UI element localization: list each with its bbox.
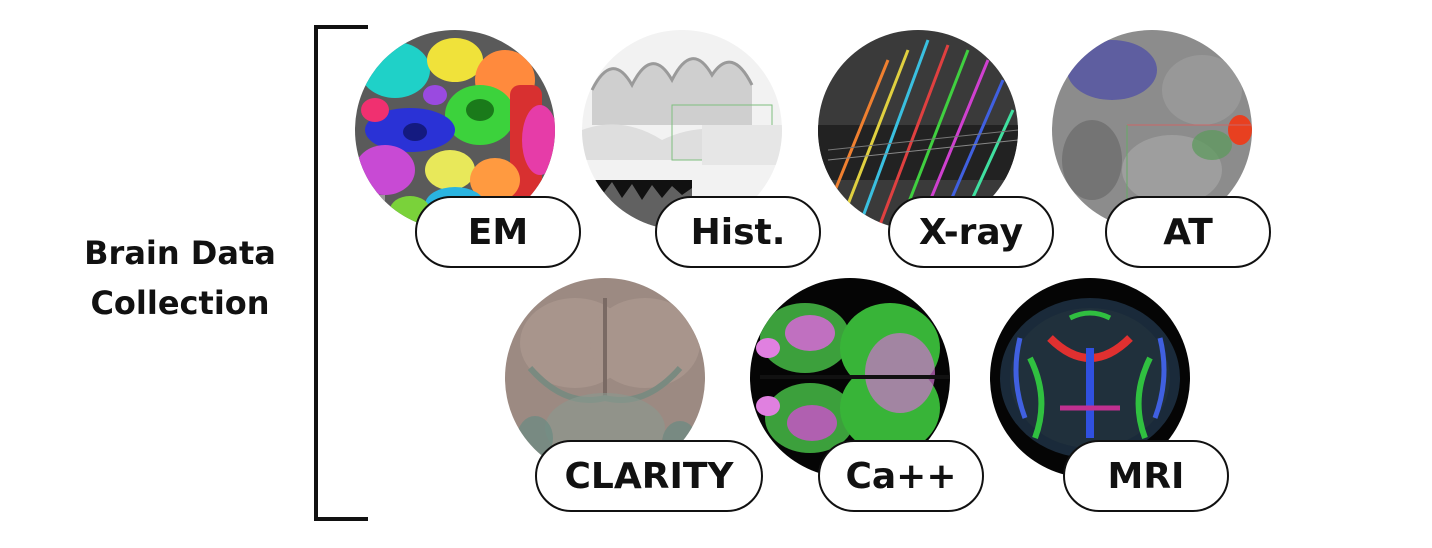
mri-image xyxy=(990,278,1190,478)
title-line-1: Brain Data xyxy=(84,234,276,272)
xray-label: X-ray xyxy=(888,196,1054,268)
grouping-bracket xyxy=(314,25,368,521)
section-title: Brain Data Collection xyxy=(60,228,300,328)
mri-label: MRI xyxy=(1063,440,1229,512)
hist-label: Hist. xyxy=(655,196,821,268)
title-line-2: Collection xyxy=(90,284,270,322)
em-label: EM xyxy=(415,196,581,268)
at-label: AT xyxy=(1105,196,1271,268)
em-image xyxy=(355,30,555,230)
clarity-label: CLARITY xyxy=(535,440,763,512)
calcium-label: Ca++ xyxy=(818,440,984,512)
